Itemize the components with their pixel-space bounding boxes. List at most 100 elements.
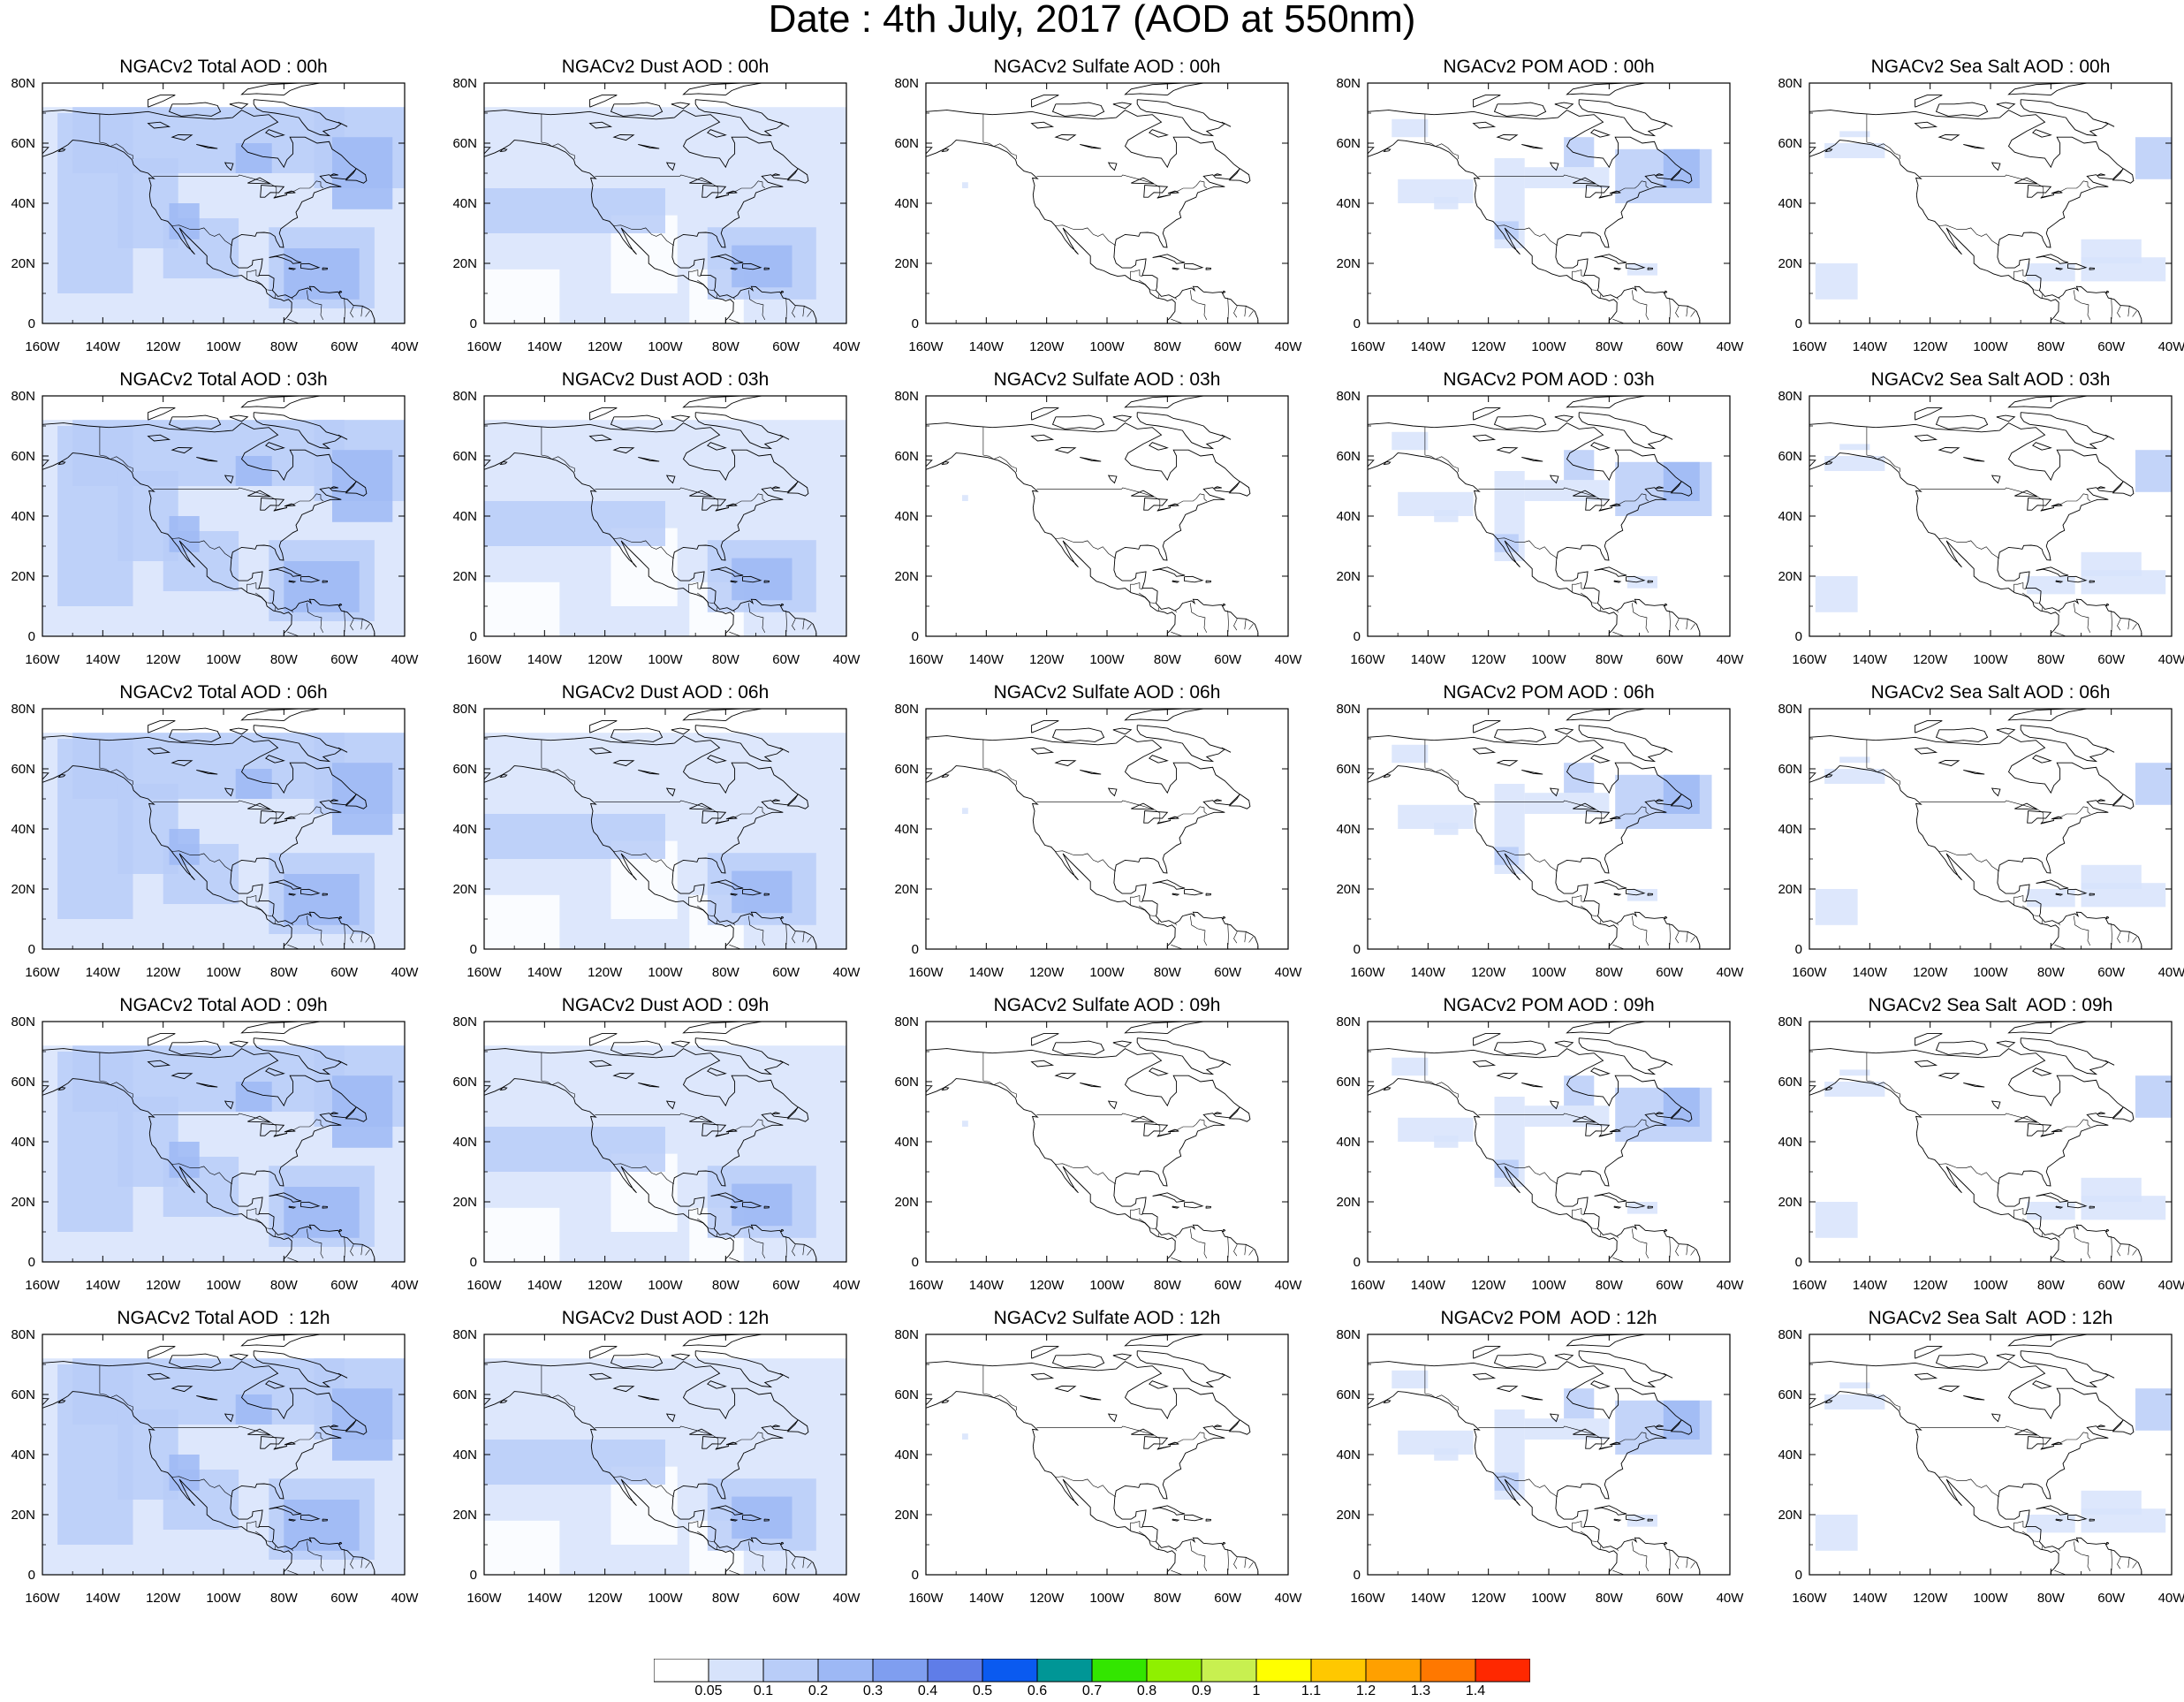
lat-tick-label: 0 (28, 316, 35, 331)
country-border (2117, 306, 2121, 318)
lake-outline (1167, 503, 1179, 507)
coastline (671, 1040, 691, 1048)
lat-tick-label: 0 (1354, 629, 1361, 644)
lake-outline (1521, 456, 1543, 462)
lake-outline (1609, 816, 1621, 820)
coastline (742, 262, 762, 270)
lon-tick-label: 140W (1411, 339, 1446, 354)
coastline (1670, 168, 1693, 184)
country-border (697, 905, 714, 916)
coastline (1578, 99, 1668, 137)
coastline (779, 434, 790, 440)
lat-tick-label: 20N (452, 569, 477, 584)
country-border (1244, 931, 1247, 943)
lon-tick-label: 80W (1596, 652, 1624, 667)
coastline (253, 412, 343, 450)
coastline (1031, 1033, 1059, 1046)
coastline (450, 132, 458, 133)
lon-tick-label: 160W (25, 965, 60, 980)
coastline (1222, 1228, 1226, 1233)
coastline (2112, 168, 2135, 184)
aod-cell (2135, 450, 2172, 492)
country-border (1675, 306, 1680, 318)
lat-tick-label: 20N (11, 1508, 35, 1523)
country-border (1612, 318, 1624, 323)
country-border (697, 1531, 714, 1542)
lake-outline (1914, 1060, 1938, 1068)
lon-tick-label: 40W (2158, 1278, 2184, 1293)
coastline (1566, 396, 1662, 409)
lake-outline (1573, 1115, 1596, 1123)
lon-tick-label: 40W (833, 652, 861, 667)
lat-tick-label: 80N (11, 76, 35, 91)
lon-tick-label: 60W (330, 1278, 359, 1293)
lon-tick-label: 100W (648, 965, 683, 980)
lon-tick-label: 120W (146, 1591, 181, 1606)
map-panel: NGACv2 Sulfate AOD : 00h 160W 140W 120W 100W… (883, 57, 1325, 366)
coastline (57, 1400, 66, 1404)
country-border (2132, 310, 2137, 317)
lat-tick-label: 60N (452, 136, 477, 151)
coastline (1554, 1353, 1574, 1361)
lon-tick-label: 40W (1717, 1591, 1745, 1606)
lon-tick-label: 160W (25, 339, 60, 354)
lon-tick-label: 80W (1154, 1591, 1182, 1606)
map-panel: NGACv2 Total AOD : 00h 160W 140W 120W 100W 80… (0, 57, 442, 366)
country-border (246, 270, 260, 280)
coastline (1493, 727, 1547, 742)
colorbar-label: 0.9 (1191, 1683, 1212, 1698)
aod-cell (484, 501, 665, 546)
aod-cell (284, 561, 360, 612)
lake-outline (1963, 1082, 1985, 1088)
country-border (360, 1557, 363, 1569)
lon-tick-label: 120W (1471, 965, 1506, 980)
country-border (2022, 905, 2039, 916)
lon-tick-label: 140W (969, 965, 1005, 980)
lon-tick-label: 140W (1853, 652, 1888, 667)
country-border (1227, 1236, 1229, 1258)
country-border (1478, 800, 1649, 824)
coastline (1935, 727, 1989, 742)
country-border (982, 141, 1017, 159)
lake-outline (725, 503, 738, 507)
lon-tick-label: 100W (648, 652, 683, 667)
lake-outline (612, 1386, 635, 1393)
lon-tick-label: 100W (206, 339, 241, 354)
coastline (2036, 254, 2069, 264)
lon-tick-label: 100W (206, 652, 241, 667)
lake-outline (665, 162, 676, 171)
coastline (1031, 720, 1059, 733)
coastline (671, 727, 691, 735)
coastline (1383, 1400, 1392, 1404)
country-border (1581, 1218, 1597, 1229)
coastline (2055, 1205, 2064, 1209)
lake-outline (1521, 769, 1543, 775)
coastline (1112, 727, 1133, 735)
aod-cell (1564, 137, 1595, 168)
lat-tick-label: 0 (28, 1568, 35, 1583)
aod-cell (2135, 1075, 2172, 1118)
aod-cell (484, 1207, 560, 1262)
country-border (255, 279, 272, 291)
country-border (802, 931, 805, 943)
coastline (1368, 1078, 1700, 1262)
map-frame (1809, 1333, 2173, 1576)
coastline (694, 1350, 785, 1388)
lon-tick-label: 100W (206, 965, 241, 980)
country-border (307, 603, 324, 634)
coastline (1626, 1514, 1646, 1522)
coastline (2032, 755, 2052, 764)
coastline (1136, 1350, 1226, 1388)
lon-tick-label: 60W (1656, 652, 1684, 667)
coastline (1124, 396, 1220, 409)
lon-tick-label: 140W (1853, 339, 1888, 354)
coastline (1809, 765, 2142, 949)
aod-map: 160W 140W 120W 100W 80W 60W 40W 0 20N 40N 60N 80N (1778, 76, 2184, 354)
lake-outline (1030, 1060, 1055, 1068)
lon-tick-label: 100W (648, 1278, 683, 1293)
coastline (240, 396, 337, 409)
coastline (710, 1505, 744, 1516)
country-border (1938, 537, 2000, 559)
country-border (613, 224, 675, 247)
coastline (926, 422, 1259, 636)
